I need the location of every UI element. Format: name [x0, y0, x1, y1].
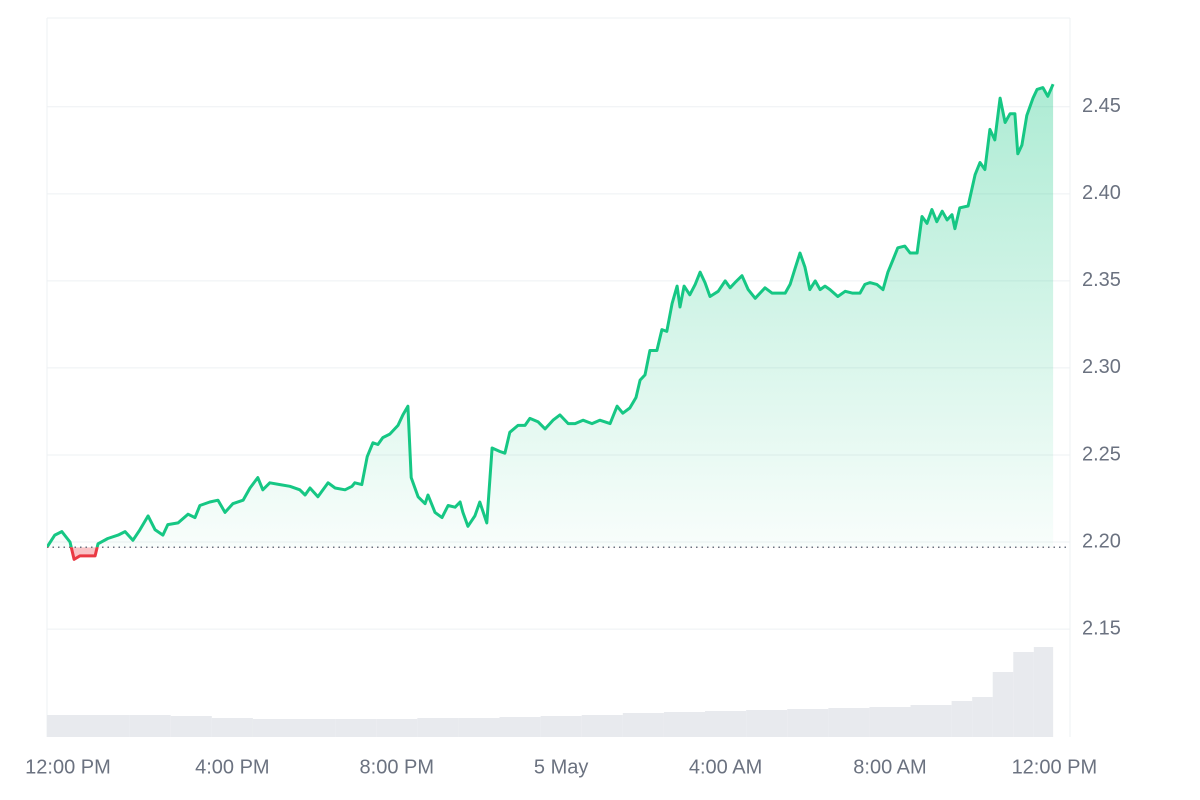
volume-bar: [294, 719, 336, 737]
volume-bar: [376, 719, 418, 737]
volume-bar: [663, 712, 706, 737]
y-tick-label: 2.15: [1082, 617, 1121, 639]
x-tick-label: 5 May: [534, 756, 588, 778]
volume-bar: [1013, 652, 1034, 737]
y-tick-label: 2.45: [1082, 95, 1121, 117]
price-line: [47, 83, 1055, 548]
volume-bar: [992, 672, 1014, 737]
y-tick-label: 2.40: [1082, 182, 1121, 204]
volume-bar: [705, 711, 747, 737]
x-tick-label: 12:00 PM: [25, 756, 111, 778]
x-tick-label: 12:00 PM: [1012, 756, 1098, 778]
volume-bar: [951, 701, 973, 737]
volume-bar: [211, 718, 253, 737]
x-tick-label: 4:00 AM: [689, 756, 762, 778]
volume-bar: [910, 705, 952, 737]
volume-bar: [972, 697, 993, 737]
volume-bar: [458, 718, 500, 737]
volume-bar: [47, 715, 89, 737]
volume-bar: [499, 717, 541, 737]
volume-bar: [88, 715, 130, 737]
y-tick-label: 2.25: [1082, 443, 1121, 465]
x-tick-label: 8:00 PM: [360, 756, 434, 778]
volume-bar: [622, 713, 664, 737]
volume-bar: [746, 710, 788, 737]
y-tick-label: 2.20: [1082, 530, 1121, 552]
volume-bar: [787, 709, 829, 737]
volume-bar: [129, 715, 171, 737]
x-tick-label: 8:00 AM: [853, 756, 926, 778]
volume-bar: [417, 718, 459, 737]
y-tick-label: 2.35: [1082, 269, 1121, 291]
volume-bar: [252, 719, 295, 737]
volume-bar: [170, 716, 212, 737]
volume-bar: [828, 708, 870, 737]
area-above: [47, 84, 1054, 548]
volume-bar: [869, 707, 911, 737]
volume-bar: [581, 715, 623, 737]
x-tick-label: 4:00 PM: [195, 756, 269, 778]
volume-bar: [335, 719, 377, 737]
volume-bar: [1033, 647, 1054, 737]
y-tick-label: 2.30: [1082, 356, 1121, 378]
volume-bar: [540, 716, 582, 737]
